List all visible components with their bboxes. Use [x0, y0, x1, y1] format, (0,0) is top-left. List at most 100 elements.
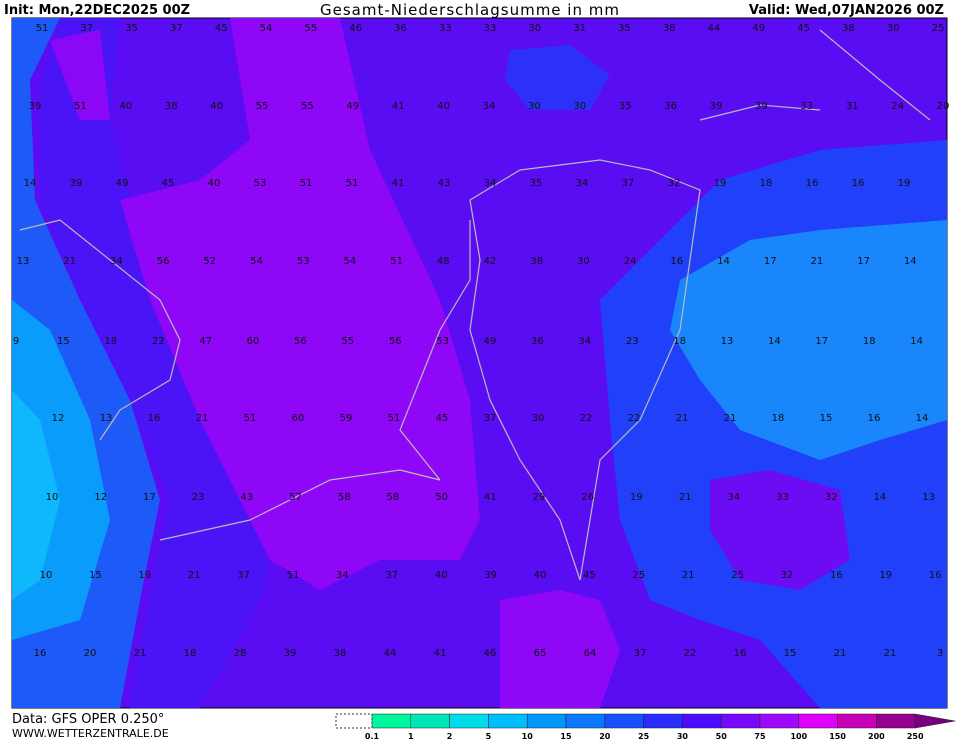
- precip-label: 14: [904, 256, 917, 267]
- precip-label: 56: [294, 336, 307, 347]
- precip-label: 22: [580, 413, 593, 424]
- precip-label: 37: [385, 570, 398, 581]
- legend-tick-label: 15: [560, 732, 572, 741]
- precip-label: 30: [528, 101, 541, 112]
- precip-label: 51: [36, 23, 49, 34]
- legend-arrow: [914, 713, 956, 729]
- precip-label: 37: [634, 648, 647, 659]
- precip-label: 16: [148, 413, 161, 424]
- precip-label: 47: [199, 336, 212, 347]
- legend-swatch: [449, 713, 489, 729]
- precip-label: 40: [437, 101, 450, 112]
- precip-label: 16: [830, 570, 843, 581]
- precip-label: 48: [437, 256, 450, 267]
- legend-tick-label: 5: [486, 732, 492, 741]
- precip-label: 21: [679, 492, 692, 503]
- precip-label: 37: [170, 23, 183, 34]
- precip-label: 19: [879, 570, 892, 581]
- precip-label: 22: [684, 648, 697, 659]
- precip-label: 51: [300, 178, 313, 189]
- precip-label: 56: [389, 336, 402, 347]
- precip-label: 17: [857, 256, 870, 267]
- precip-label: 15: [820, 413, 833, 424]
- precip-label: 23: [626, 336, 639, 347]
- precip-label: 36: [531, 336, 544, 347]
- precip-label: 55: [341, 336, 354, 347]
- precip-label: 12: [94, 492, 107, 503]
- legend-swatch: [720, 713, 761, 729]
- precip-label: 45: [436, 413, 449, 424]
- precip-label: 38: [663, 23, 676, 34]
- precip-label: 51: [390, 256, 403, 267]
- precip-label: 43: [438, 178, 451, 189]
- precip-label: 24: [891, 101, 904, 112]
- precip-label: 46: [349, 23, 362, 34]
- precip-label: 38: [530, 256, 543, 267]
- precip-label: 13: [721, 336, 734, 347]
- precip-label: 37: [80, 23, 93, 34]
- precip-label: 34: [727, 492, 740, 503]
- precip-label: 64: [584, 648, 597, 659]
- precip-label: 19: [630, 492, 643, 503]
- precip-label: 50: [435, 492, 448, 503]
- precip-label: 35: [125, 23, 138, 34]
- precip-label: 22: [152, 336, 165, 347]
- precip-label: 60: [247, 336, 260, 347]
- precip-label: 16: [868, 413, 881, 424]
- precip-label: 51: [388, 413, 401, 424]
- precip-label: 33: [776, 492, 789, 503]
- precip-label: 25: [932, 23, 945, 34]
- precip-label: 57: [289, 492, 302, 503]
- precip-label: 13: [100, 413, 113, 424]
- legend-tick-label: 1: [408, 732, 414, 741]
- legend-tick-label: 100: [790, 732, 807, 741]
- precip-label: 21: [196, 413, 209, 424]
- precip-label: 30: [528, 23, 541, 34]
- legend-tick-label: 25: [638, 732, 650, 741]
- valid-time: Valid: Wed,07JAN2026 00Z: [749, 3, 944, 18]
- precip-label: 30: [573, 101, 586, 112]
- legend-tick-label: 75: [754, 732, 766, 741]
- precip-label: 25: [632, 570, 645, 581]
- legend-swatch: [837, 713, 877, 729]
- precip-label: 53: [297, 256, 310, 267]
- precip-label: 49: [116, 178, 129, 189]
- precip-label: 53: [436, 336, 449, 347]
- precip-label: 45: [583, 570, 596, 581]
- precip-label: 15: [89, 570, 102, 581]
- precip-label: 21: [188, 570, 201, 581]
- precip-label: 20: [84, 648, 97, 659]
- precip-label: 19: [714, 178, 727, 189]
- precip-label: 9: [13, 336, 19, 347]
- precip-label: 21: [63, 256, 76, 267]
- precip-label: 53: [254, 178, 267, 189]
- precip-label: 32: [825, 492, 838, 503]
- map-area: [11, 17, 948, 709]
- legend-tick-label: 20: [599, 732, 611, 741]
- precip-label: 32: [781, 570, 794, 581]
- precip-label: 22: [628, 413, 641, 424]
- precip-label: 65: [534, 648, 547, 659]
- precip-label: 14: [24, 178, 37, 189]
- precip-label: 21: [834, 648, 847, 659]
- precip-label: 39: [484, 570, 497, 581]
- precip-label: 55: [304, 23, 317, 34]
- precip-label: 51: [346, 178, 359, 189]
- precip-label: 36: [664, 101, 677, 112]
- precip-label: 17: [815, 336, 828, 347]
- precip-label: 54: [250, 256, 263, 267]
- precip-label: 38: [334, 648, 347, 659]
- precip-label: 40: [208, 178, 221, 189]
- legend-swatch: [759, 713, 800, 729]
- precip-label: 45: [215, 23, 228, 34]
- precip-label: 28: [234, 648, 247, 659]
- precip-label: 34: [483, 101, 496, 112]
- precip-label: 18: [104, 336, 117, 347]
- precip-label: 38: [165, 101, 178, 112]
- precip-label: 15: [784, 648, 797, 659]
- legend-tick-label: 200: [868, 732, 885, 741]
- precip-label: 49: [484, 336, 497, 347]
- precip-label: 20: [937, 101, 950, 112]
- legend-tick-label: 150: [829, 732, 846, 741]
- legend-swatch: [876, 713, 916, 729]
